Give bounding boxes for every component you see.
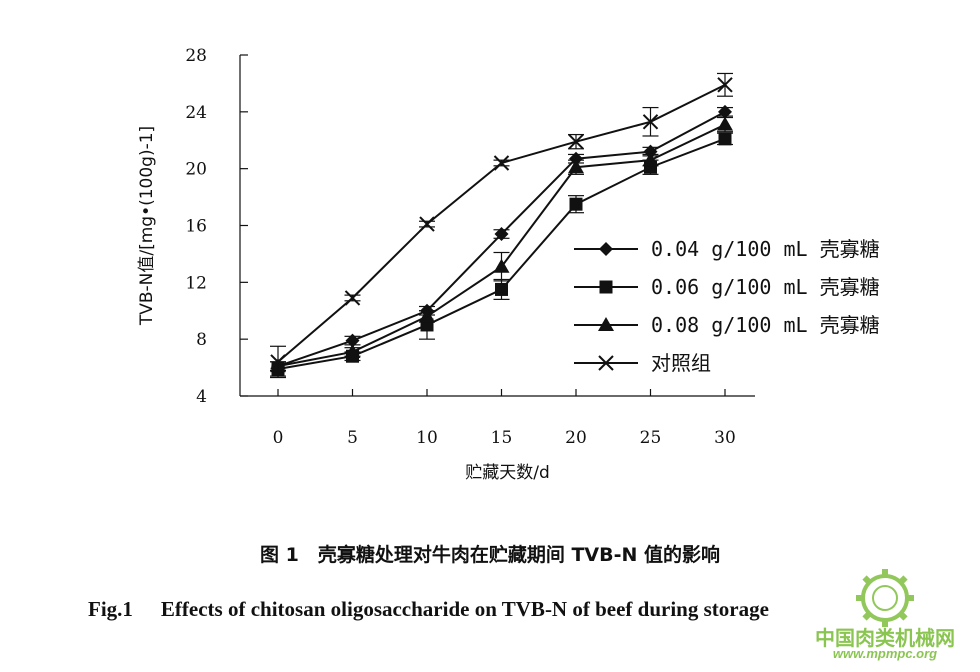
data-point-square [569, 197, 583, 211]
data-point-triangle [493, 258, 510, 273]
data-point-square [718, 132, 732, 146]
data-point-diamond [345, 333, 360, 348]
watermark-logo: 中国肉类机械网 www.mpmpc.org [800, 568, 970, 668]
data-point-triangle [717, 116, 733, 131]
legend-marker-x-stroke [598, 355, 614, 371]
data-point-x-stroke [493, 155, 510, 171]
data-point-x-stroke [270, 354, 286, 370]
y-tick-label: 20 [185, 160, 207, 180]
legend-label: 0.06 g/100 mL 壳寡糖 [651, 275, 880, 299]
y-tick-label: 28 [185, 46, 207, 66]
data-point-x [493, 155, 510, 171]
legend-item: 0.06 g/100 mL 壳寡糖 [574, 275, 880, 299]
data-point-diamond [494, 227, 509, 242]
data-point-x-stroke [642, 114, 659, 130]
legend-marker-triangle [598, 317, 614, 331]
x-axis-title: 贮藏天数/d [465, 463, 550, 483]
legend-item: 对照组 [574, 351, 711, 375]
x-tick-label: 25 [640, 428, 662, 448]
y-tick-label: 8 [196, 330, 207, 350]
tvbn-line-chart: 4 8 12 16 20 24 28 0 5 10 15 20 25 30 贮藏天数/d TVB-N值/[mg… [137, 46, 880, 483]
data-point-x [717, 77, 733, 93]
data-point-triangle [642, 152, 659, 167]
data-point-x-stroke [717, 77, 733, 93]
x-tick-label: 10 [416, 428, 438, 448]
data-point-triangle [344, 343, 361, 358]
chart-series [270, 72, 733, 379]
gear-logo-icon [856, 569, 914, 627]
figure-caption-cn: 图 1 壳寡糖处理对牛肉在贮藏期间 TVB-N 值的影响 [260, 544, 720, 566]
series-diamond [270, 104, 733, 374]
y-tick-label: 16 [185, 217, 207, 237]
data-point-diamond [718, 104, 732, 119]
legend-marker-diamond [599, 242, 613, 256]
figure-caption-en-text: Effects of chitosan oligosaccharide on T… [160, 597, 769, 621]
legend-marker-x [598, 355, 614, 371]
x-tick-label: 30 [714, 428, 736, 448]
legend-marker-square [599, 280, 613, 294]
y-tick-label: 24 [185, 103, 207, 123]
x-tick-label: 5 [347, 428, 358, 448]
x-tick-label: 15 [491, 428, 513, 448]
figure-caption-en: Fig.1 Effects of chitosan oligosaccharide… [88, 597, 769, 622]
watermark-url: www.mpmpc.org [832, 646, 938, 661]
y-tick-label: 4 [196, 387, 207, 407]
data-point-x [419, 216, 435, 232]
legend-label: 对照组 [651, 351, 711, 375]
data-point-x-stroke [419, 216, 435, 232]
data-point-square [495, 282, 508, 296]
data-point-x-stroke [568, 133, 584, 150]
legend-item: 0.04 g/100 mL 壳寡糖 [574, 237, 880, 261]
figure-number: Fig.1 [88, 597, 133, 621]
x-tick-label: 0 [273, 428, 284, 448]
legend-item: 0.08 g/100 mL 壳寡糖 [574, 313, 880, 337]
legend-label: 0.08 g/100 mL 壳寡糖 [651, 313, 880, 337]
x-tick-label: 20 [565, 428, 587, 448]
y-tick-label: 12 [185, 273, 207, 293]
legend-label: 0.04 g/100 mL 壳寡糖 [651, 237, 880, 261]
data-point-x [344, 290, 361, 306]
watermark-site-name: 中国肉类机械网 [815, 626, 955, 650]
data-point-x [642, 114, 659, 130]
data-point-triangle [419, 308, 435, 323]
series-x [270, 72, 733, 379]
data-point-x-stroke [344, 290, 361, 306]
y-axis-title: TVB-N值/[mg•(100g)-1] [137, 126, 157, 326]
data-point-triangle [568, 159, 584, 174]
chart-axes: 4 8 12 16 20 24 28 0 5 10 15 20 25 30 贮藏天数/d TVB-N值/[mg… [137, 46, 755, 483]
data-point-x [568, 133, 584, 150]
data-point-diamond [643, 144, 658, 159]
data-point-diamond [569, 151, 583, 166]
chart-legend: 0.04 g/100 mL 壳寡糖 0.06 g/100 mL 壳寡糖 0.08 g… [574, 237, 880, 375]
data-point-x [270, 354, 286, 370]
